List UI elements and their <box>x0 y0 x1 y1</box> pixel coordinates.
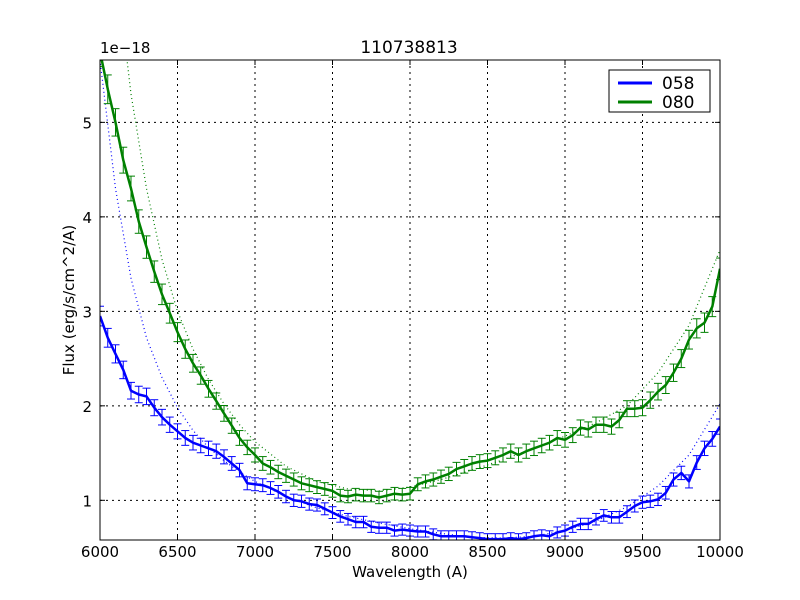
x-tick-label: 10000 <box>696 543 744 561</box>
y-offset-label: 1e−18 <box>100 39 150 57</box>
y-axis-label: Flux (erg/s/cm^2/A) <box>60 225 78 376</box>
y-tick-label: 5 <box>82 114 92 132</box>
data-series <box>100 60 720 540</box>
y-tick-label: 1 <box>82 492 92 510</box>
grid-lines <box>100 60 720 540</box>
x-tick-label: 7500 <box>313 543 351 561</box>
y-tick-label: 2 <box>82 398 92 416</box>
chart-title: 110738813 <box>360 38 457 58</box>
series-line-080 <box>100 60 720 499</box>
x-tick-label: 8000 <box>391 543 429 561</box>
x-tick-label: 9000 <box>546 543 584 561</box>
x-tick-label: 6000 <box>81 543 119 561</box>
axis-ticks: 6000 6500 7000 7500 8000 8500 9000 9500 10000 1 2 3… <box>81 60 744 561</box>
x-axis-label: Wavelength (A) <box>352 563 468 581</box>
legend: 058 080 <box>608 69 711 113</box>
y-tick-label: 3 <box>82 303 92 321</box>
legend-label-080: 080 <box>662 93 694 113</box>
legend-label-058: 058 <box>662 74 694 94</box>
series-line-058 <box>100 315 720 540</box>
x-tick-label: 7000 <box>236 543 274 561</box>
y-tick-label: 4 <box>82 209 92 227</box>
x-tick-label: 8500 <box>468 543 506 561</box>
x-tick-label: 6500 <box>158 543 196 561</box>
x-tick-label: 9500 <box>623 543 661 561</box>
